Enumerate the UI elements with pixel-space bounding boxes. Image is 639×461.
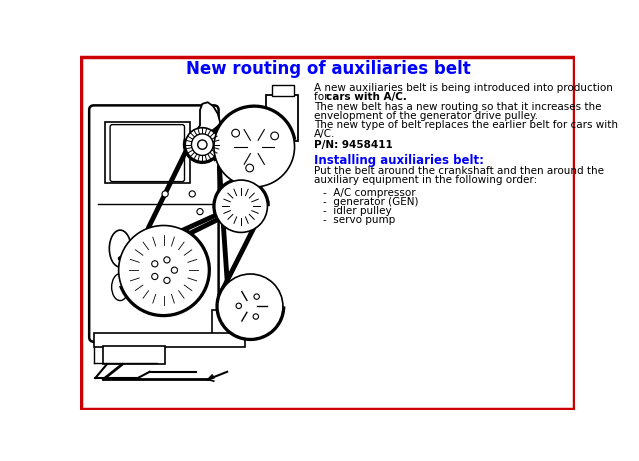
Ellipse shape <box>109 230 131 267</box>
Circle shape <box>119 225 208 315</box>
Polygon shape <box>192 102 221 148</box>
Circle shape <box>218 274 283 339</box>
Bar <box>103 346 165 364</box>
Text: P/N: 9458411: P/N: 9458411 <box>314 140 393 150</box>
Text: -  generator (GEN): - generator (GEN) <box>323 197 419 207</box>
Circle shape <box>246 164 254 172</box>
Circle shape <box>253 314 259 319</box>
Circle shape <box>197 208 203 215</box>
Circle shape <box>223 116 285 178</box>
Circle shape <box>151 261 158 267</box>
Text: envelopment of the generator drive pulley.: envelopment of the generator drive pulle… <box>314 111 538 121</box>
Circle shape <box>271 132 279 140</box>
Circle shape <box>243 299 258 313</box>
Circle shape <box>151 273 158 279</box>
Circle shape <box>148 255 179 285</box>
Ellipse shape <box>112 274 128 301</box>
Circle shape <box>236 303 242 308</box>
Circle shape <box>233 290 268 323</box>
Circle shape <box>171 267 178 273</box>
Polygon shape <box>212 310 231 337</box>
Text: -  servo pump: - servo pump <box>323 215 396 225</box>
Text: Put the belt around the crankshaft and then around the: Put the belt around the crankshaft and t… <box>314 166 604 176</box>
Circle shape <box>215 180 268 232</box>
FancyBboxPatch shape <box>89 106 219 342</box>
Text: auxiliary equipment in the following order:: auxiliary equipment in the following ord… <box>314 176 537 185</box>
FancyBboxPatch shape <box>110 124 185 182</box>
Text: -  idler pulley: - idler pulley <box>323 206 392 216</box>
FancyBboxPatch shape <box>266 95 298 141</box>
Circle shape <box>234 127 274 167</box>
Text: -  A/C compressor: - A/C compressor <box>323 188 416 198</box>
Bar <box>105 122 190 183</box>
Text: The new belt has a new routing so that it increases the: The new belt has a new routing so that i… <box>314 101 601 112</box>
Circle shape <box>214 107 295 187</box>
Circle shape <box>254 294 259 299</box>
Text: A/C.: A/C. <box>314 129 335 139</box>
Circle shape <box>197 140 207 149</box>
Text: Installing auxiliaries belt:: Installing auxiliaries belt: <box>314 154 484 167</box>
Bar <box>272 85 294 96</box>
Text: for: for <box>314 92 338 102</box>
Circle shape <box>164 278 170 284</box>
Circle shape <box>162 191 168 197</box>
Circle shape <box>164 257 170 263</box>
Text: A new auxiliaries belt is being introduced into production: A new auxiliaries belt is being introduc… <box>314 83 613 93</box>
Circle shape <box>247 139 262 154</box>
Circle shape <box>157 263 171 277</box>
Circle shape <box>226 282 275 331</box>
Circle shape <box>185 128 219 161</box>
Circle shape <box>236 201 247 212</box>
Circle shape <box>222 188 259 225</box>
Circle shape <box>229 195 252 218</box>
Bar <box>94 333 245 347</box>
Circle shape <box>232 129 240 137</box>
Text: cars with A/C.: cars with A/C. <box>327 92 407 102</box>
Circle shape <box>189 191 196 197</box>
Text: The new type of belt replaces the earlier belt for cars with: The new type of belt replaces the earlie… <box>314 120 618 130</box>
Circle shape <box>139 246 189 295</box>
Circle shape <box>128 235 199 306</box>
Text: New routing of auxiliaries belt: New routing of auxiliaries belt <box>185 60 470 78</box>
Circle shape <box>192 134 213 155</box>
